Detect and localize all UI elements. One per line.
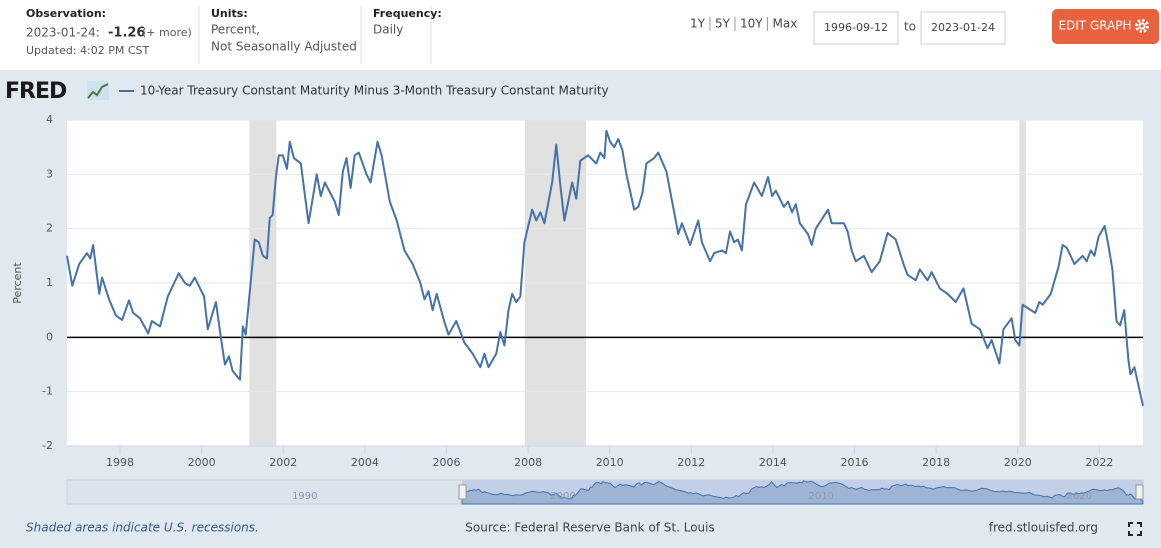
legend-label: 10-Year Treasury Constant Maturity Minus…: [140, 84, 609, 98]
range-button[interactable]: 10Y: [740, 17, 763, 31]
navigator-tick-label: 2010: [809, 491, 834, 502]
y-tick-label: 3: [46, 167, 53, 180]
x-tick-label: 2010: [596, 456, 624, 469]
x-tick-label: 2022: [1085, 456, 1113, 469]
recession-note: Shaded areas indicate U.S. recessions.: [26, 521, 259, 535]
y-tick-label: 4: [46, 113, 53, 126]
x-tick-label: 2012: [677, 456, 705, 469]
navigator: 1990 2000 2010 2020: [66, 479, 1144, 505]
y-tick-label: -2: [42, 439, 53, 452]
edit-graph-button[interactable]: [1052, 9, 1159, 44]
end-date: 2023-01-24: [931, 21, 995, 34]
range-button[interactable]: 1Y: [690, 17, 706, 31]
more-link[interactable]: (+ more): [142, 26, 192, 39]
navigator-area: [461, 480, 1144, 505]
x-tick-label: 2020: [1004, 456, 1032, 469]
x-tick-label: 2014: [759, 456, 787, 469]
frequency-value: Daily: [373, 23, 403, 37]
y-tick-label: -1: [42, 385, 53, 398]
navigator-handle[interactable]: [458, 484, 467, 500]
source: Source: Federal Reserve Bank of St. Loui…: [465, 521, 714, 535]
frequency-label: Frequency:: [373, 7, 442, 20]
legend: 10-Year Treasury Constant Maturity Minus…: [119, 84, 609, 98]
navigator-tick-label: 2020: [1067, 491, 1092, 502]
range-buttons: 1Y 5Y 10Y Max: [690, 17, 798, 31]
x-tick-label: 2000: [188, 456, 216, 469]
start-date: 1996-09-12: [824, 21, 888, 34]
observation-label: Observation:: [26, 7, 106, 20]
plot: -2 -1 0 1 2 3 4 Percent 1998 2000 2002 2004 2006 2008…: [11, 113, 1144, 469]
units-line: Percent,: [211, 23, 260, 37]
x-tick-label: 2004: [351, 456, 379, 469]
navigator-handle[interactable]: [1135, 484, 1144, 500]
x-tick-label: 2016: [841, 456, 869, 469]
y-tick-label: 1: [46, 276, 53, 289]
site[interactable]: fred.stlouisfed.org: [989, 521, 1098, 535]
range-button[interactable]: Max: [773, 17, 798, 31]
fullscreen-icon[interactable]: [1128, 522, 1142, 536]
to-label: to: [904, 20, 916, 34]
gear-icon: [1135, 19, 1149, 33]
range-button[interactable]: 5Y: [715, 17, 731, 31]
navigator-tick-label: 2000: [550, 491, 575, 502]
y-tick-label: 0: [46, 330, 53, 343]
y-axis-label: Percent: [11, 262, 24, 304]
series-line: [66, 129, 1144, 407]
observation-value: -1.26: [108, 26, 145, 41]
updated: Updated: 4:02 PM CST: [26, 44, 150, 57]
x-tick-label: 2002: [269, 456, 297, 469]
end-date-input[interactable]: [920, 11, 1006, 45]
y-tick-label: 2: [46, 222, 53, 235]
logo-icon: [87, 81, 109, 100]
fred-logo: FRED: [5, 79, 67, 104]
units-label: Units:: [211, 7, 248, 20]
navigator-tick-label: 1990: [292, 491, 317, 502]
units-line: Not Seasonally Adjusted: [211, 40, 357, 54]
x-tick-label: 2008: [514, 456, 542, 469]
start-date-input[interactable]: [813, 11, 899, 45]
x-tick-label: 2006: [432, 456, 460, 469]
observation-date: 2023-01-24:: [26, 26, 100, 40]
edit-graph-label: EDIT GRAPH: [1058, 19, 1131, 33]
x-tick-label: 1998: [106, 456, 134, 469]
x-tick-label: 2018: [922, 456, 950, 469]
